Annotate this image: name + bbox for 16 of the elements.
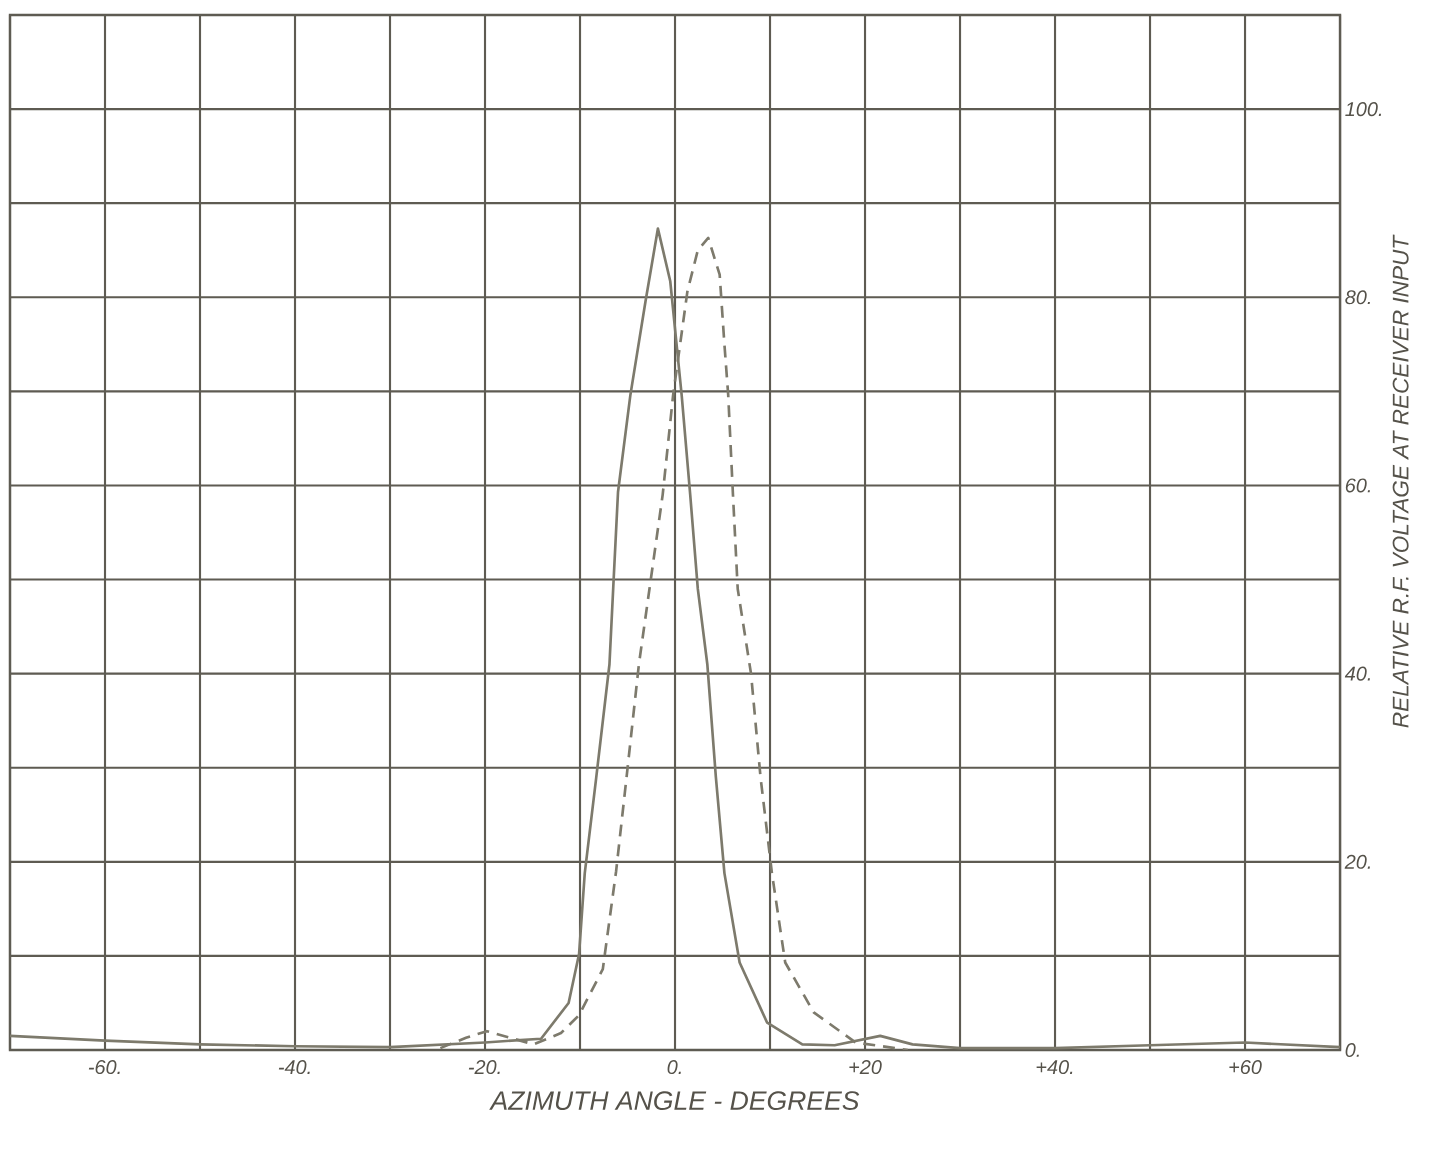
y-tick-label: 80.	[1345, 290, 1370, 305]
line-series	[10, 227, 1341, 1050]
y-tick-label: 100.	[1345, 102, 1382, 117]
x-axis-title: AZIMUTH ANGLE - DEGREES	[489, 1091, 860, 1110]
x-tick-label: +20	[849, 1060, 882, 1075]
x-tick-label: +40.	[1036, 1060, 1073, 1075]
y-axis-title: RELATIVE R.F. VOLTAGE AT RECEIVER INPUT	[1392, 234, 1409, 728]
x-tick-label: -60.	[88, 1060, 120, 1075]
x-tick-label: -20.	[468, 1060, 500, 1075]
y-tick-label: 0.	[1345, 1042, 1359, 1058]
x-tick-label: 0.	[667, 1060, 681, 1075]
y-tick-label: 60.	[1345, 478, 1370, 493]
y-tick-label: 20.	[1344, 854, 1370, 869]
y-tick-label: 40.	[1344, 666, 1370, 681]
x-tick-label: -40.	[278, 1060, 310, 1075]
x-tick-label: +60	[1229, 1060, 1262, 1075]
